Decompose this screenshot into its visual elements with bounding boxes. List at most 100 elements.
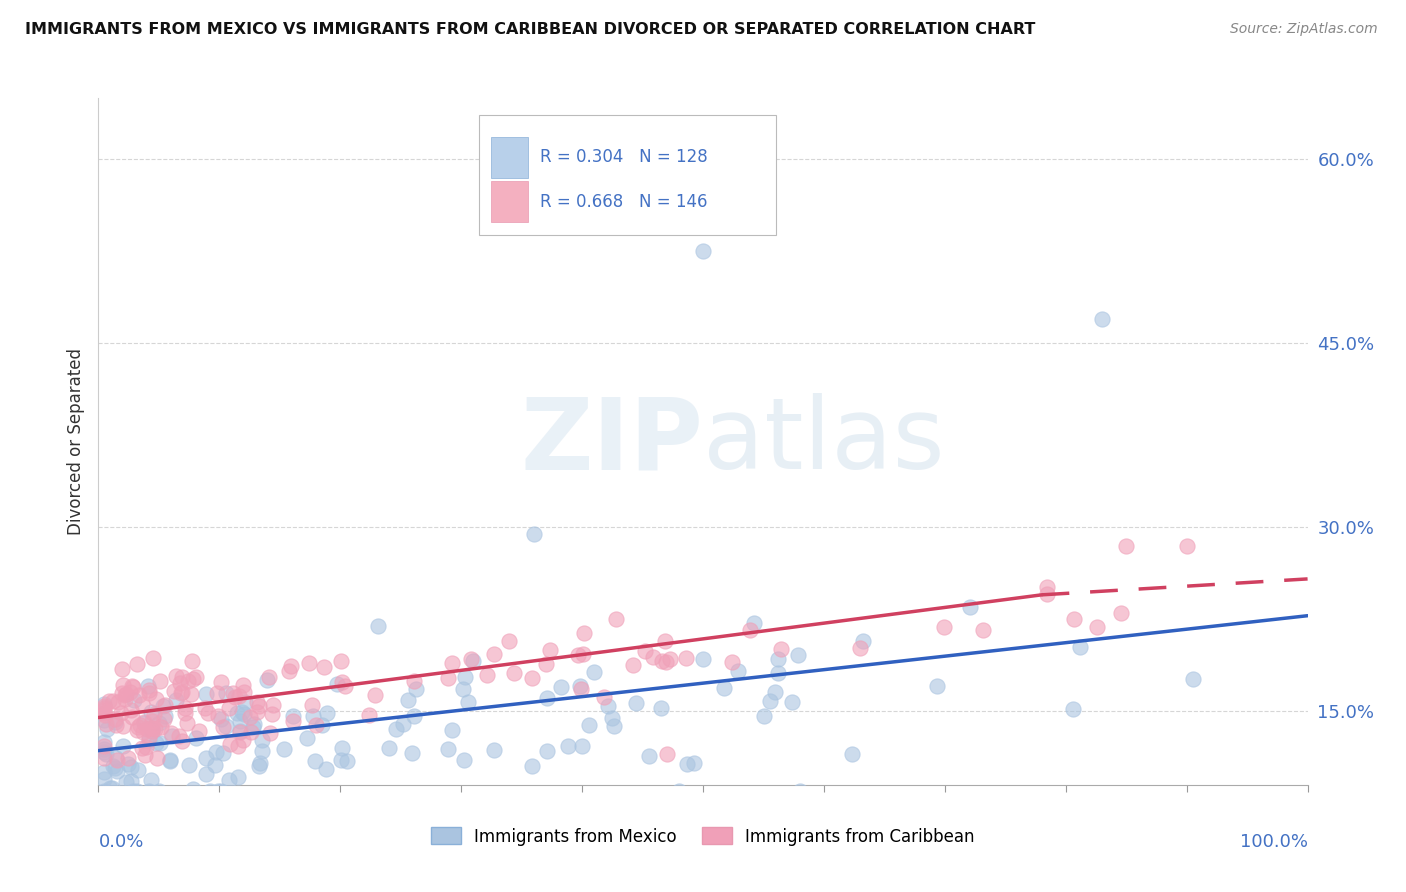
Point bbox=[246, 695, 269, 709]
Point bbox=[195, 687, 218, 701]
Point bbox=[115, 775, 138, 789]
Point bbox=[281, 708, 304, 723]
Text: IMMIGRANTS FROM MEXICO VS IMMIGRANTS FROM CARIBBEAN DIVORCED OR SEPARATED CORREL: IMMIGRANTS FROM MEXICO VS IMMIGRANTS FRO… bbox=[25, 22, 1036, 37]
Point bbox=[959, 599, 981, 614]
Point bbox=[104, 718, 127, 732]
Point bbox=[93, 739, 115, 753]
Point bbox=[94, 717, 117, 731]
Point bbox=[127, 720, 149, 734]
Point bbox=[301, 698, 323, 712]
Point bbox=[143, 707, 166, 722]
Point bbox=[128, 689, 150, 703]
Point bbox=[713, 681, 735, 695]
Point bbox=[93, 701, 115, 715]
Point bbox=[125, 784, 148, 798]
Point bbox=[655, 747, 678, 762]
Point bbox=[177, 757, 200, 772]
Point bbox=[280, 658, 302, 673]
Point bbox=[107, 753, 129, 767]
Point bbox=[173, 706, 195, 720]
Point bbox=[233, 695, 256, 709]
Point bbox=[780, 695, 803, 709]
Text: atlas: atlas bbox=[703, 393, 945, 490]
Point bbox=[482, 743, 505, 757]
Point bbox=[252, 732, 274, 747]
Point bbox=[602, 719, 624, 733]
Point bbox=[326, 677, 349, 691]
Point bbox=[93, 706, 115, 720]
Point bbox=[262, 698, 284, 712]
Point bbox=[105, 764, 128, 778]
Point bbox=[127, 763, 149, 777]
Point bbox=[218, 701, 240, 715]
Point bbox=[405, 682, 427, 697]
Point bbox=[582, 665, 605, 679]
Point bbox=[357, 708, 380, 723]
Point bbox=[752, 709, 775, 723]
Point bbox=[404, 709, 426, 723]
Point bbox=[229, 714, 252, 728]
Point bbox=[972, 623, 994, 637]
Point bbox=[110, 706, 132, 721]
Point bbox=[650, 701, 672, 715]
Point bbox=[209, 784, 232, 798]
Point bbox=[232, 678, 254, 692]
Point bbox=[114, 692, 136, 706]
Point bbox=[139, 705, 162, 719]
Point bbox=[177, 674, 200, 689]
Point bbox=[634, 644, 657, 658]
Point bbox=[159, 754, 181, 768]
Point bbox=[148, 716, 170, 731]
Point bbox=[273, 742, 295, 756]
Point bbox=[259, 726, 281, 740]
Point bbox=[238, 709, 260, 723]
Point bbox=[600, 711, 623, 725]
Point bbox=[330, 753, 353, 767]
Point bbox=[160, 729, 183, 743]
Point bbox=[181, 673, 204, 687]
Point bbox=[523, 526, 546, 541]
Point bbox=[482, 647, 505, 661]
Point bbox=[207, 708, 229, 723]
Point bbox=[247, 759, 270, 773]
Point bbox=[142, 650, 165, 665]
Point bbox=[1069, 640, 1091, 654]
Point bbox=[105, 750, 128, 764]
Point bbox=[165, 693, 187, 707]
Point bbox=[153, 698, 176, 712]
Point bbox=[93, 697, 115, 711]
Point bbox=[250, 744, 273, 758]
Point bbox=[132, 725, 155, 739]
Point bbox=[668, 784, 690, 798]
Point bbox=[180, 655, 202, 669]
Point bbox=[131, 698, 153, 712]
Point bbox=[330, 674, 353, 689]
Point bbox=[727, 664, 749, 678]
Point bbox=[145, 691, 167, 706]
Point bbox=[520, 671, 543, 685]
Point bbox=[138, 730, 160, 744]
Point bbox=[1175, 539, 1198, 553]
Point bbox=[457, 695, 479, 709]
Point bbox=[692, 244, 714, 259]
Point bbox=[311, 718, 333, 732]
Point bbox=[1085, 620, 1108, 634]
Point bbox=[441, 723, 464, 737]
Point bbox=[93, 734, 115, 748]
Point bbox=[295, 731, 318, 745]
Point bbox=[204, 757, 226, 772]
Point bbox=[111, 739, 134, 753]
Point bbox=[503, 665, 526, 680]
Point bbox=[262, 706, 284, 721]
Point bbox=[391, 717, 413, 731]
Point bbox=[194, 701, 217, 715]
Point bbox=[641, 650, 664, 665]
Point bbox=[155, 709, 177, 723]
Point bbox=[197, 706, 219, 721]
Point bbox=[101, 694, 124, 708]
Point bbox=[165, 669, 187, 683]
Point bbox=[159, 753, 181, 767]
Point bbox=[124, 693, 146, 707]
Point bbox=[114, 687, 136, 701]
Point bbox=[129, 718, 152, 732]
